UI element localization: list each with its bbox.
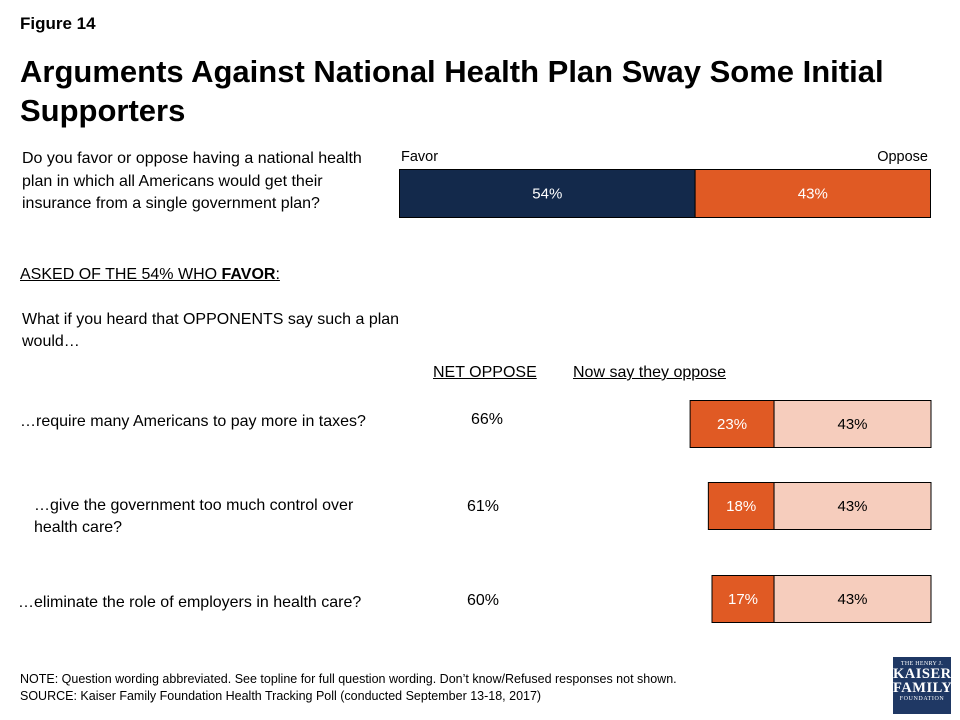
asked-prefix: ASKED OF THE 54% WHO (20, 266, 222, 283)
chart-title: Arguments Against National Health Plan S… (20, 54, 884, 128)
bar-base-oppose (773, 482, 932, 530)
bar-base-oppose-label: 43% (838, 591, 868, 608)
bar-base-oppose-label: 43% (838, 416, 868, 433)
main-question: Do you favor or oppose having a national… (22, 150, 362, 212)
net-oppose-value: 61% (467, 498, 500, 515)
net-oppose-value: 66% (471, 411, 504, 428)
legend-oppose-label: Oppose (877, 149, 928, 165)
bar-now-oppose (689, 400, 775, 448)
kff-logo: THE HENRY J. KAISER FAMILY FOUNDATION (893, 657, 952, 714)
bar-base-oppose (773, 400, 932, 448)
bar-oppose-label: 43% (798, 186, 828, 203)
note-text: NOTE: Question wording abbreviated. See … (20, 672, 677, 686)
figure-label: Figure 14 (20, 14, 96, 33)
bar-favor (399, 169, 696, 218)
bar-now-oppose-label: 23% (717, 416, 747, 433)
row-question: …require many Americans to pay more in t… (20, 413, 366, 430)
bar-now-oppose (707, 482, 775, 530)
bar-now-oppose-label: 18% (726, 498, 756, 515)
asked-suffix: : (275, 266, 280, 283)
now-oppose-header: Now say they oppose (573, 364, 726, 381)
row-question: …eliminate the role of employers in heal… (18, 594, 362, 611)
bar-now-oppose-label: 17% (728, 591, 758, 608)
net-oppose-value: 60% (467, 592, 500, 609)
bar-favor-label: 54% (532, 186, 562, 203)
net-oppose-header: NET OPPOSE (433, 364, 537, 381)
legend-favor-label: Favor (401, 149, 439, 165)
bar-base-oppose (773, 575, 932, 623)
main-bar-chart: 54% 43% (399, 169, 931, 218)
bar-base-oppose-label: 43% (838, 498, 868, 515)
followup-question: What if you heard that OPPONENTS say suc… (22, 311, 400, 350)
asked-of-label: ASKED OF THE 54% WHO FAVOR: (20, 266, 280, 284)
bar-oppose (694, 169, 931, 218)
asked-bold: FAVOR (221, 266, 276, 283)
source-text: SOURCE: Kaiser Family Foundation Health … (20, 689, 542, 703)
bar-now-oppose (711, 575, 775, 623)
row-question: …give the government too much control ov… (34, 497, 354, 536)
footnote: NOTE: Question wording abbreviated. See … (20, 671, 677, 705)
